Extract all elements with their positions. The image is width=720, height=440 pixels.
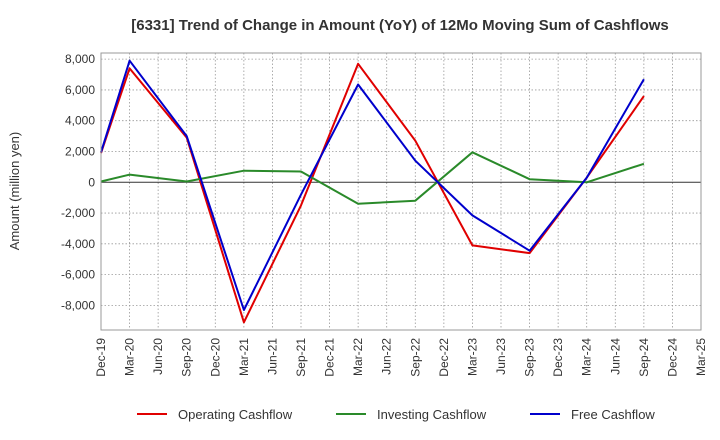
x-tick-label: Jun-21	[265, 338, 279, 375]
plot-frame	[100, 52, 702, 331]
y-axis-label: Amount (million yen)	[7, 132, 22, 251]
y-tick-label: 6,000	[65, 83, 95, 97]
x-tick-label: Jun-22	[380, 338, 394, 375]
y-tick-label: -8,000	[61, 298, 95, 312]
grid-lines	[101, 53, 701, 330]
y-tick-label: -2,000	[61, 206, 95, 220]
y-tick-labels: 8,000 6,000 4,000 2,000 0 -2,000 -4,000 -6,000 -…	[61, 52, 95, 312]
x-tick-label: Jun-20	[151, 338, 165, 375]
legend: Operating Cashflow Investing Cashflow Free…	[137, 407, 655, 422]
y-tick-label: 0	[88, 175, 95, 189]
legend-label-investing-cashflow: Investing Cashflow	[377, 407, 487, 422]
x-tick-label: Dec-21	[323, 338, 337, 377]
y-tick-label: -6,000	[61, 268, 95, 282]
y-tick-label: 4,000	[65, 114, 95, 128]
x-tick-label: Dec-24	[665, 338, 679, 377]
series-line-free-cashflow	[100, 59, 645, 311]
y-tick-label: 8,000	[65, 52, 95, 66]
x-tick-label: Mar-20	[123, 338, 137, 376]
legend-label-free-cashflow: Free Cashflow	[571, 407, 655, 422]
series-line-investing-cashflow	[100, 151, 645, 205]
x-tick-label: Mar-25	[694, 338, 708, 376]
series-lines	[100, 59, 645, 324]
x-tick-label: Sep-24	[637, 338, 651, 377]
x-tick-label: Sep-23	[523, 338, 537, 377]
x-tick-label: Sep-22	[408, 338, 422, 377]
x-tick-label: Dec-19	[94, 338, 108, 377]
x-tick-label: Mar-23	[465, 338, 479, 376]
x-tick-label: Dec-23	[551, 338, 565, 377]
x-tick-label: Dec-22	[437, 338, 451, 377]
y-tick-label: 2,000	[65, 144, 95, 158]
x-tick-label: Jun-24	[608, 338, 622, 375]
x-tick-label: Sep-20	[180, 338, 194, 377]
y-tick-label: -4,000	[61, 237, 95, 251]
x-tick-label: Mar-21	[237, 338, 251, 376]
x-tick-label: Mar-22	[351, 338, 365, 376]
x-tick-label: Jun-23	[494, 338, 508, 375]
legend-label-operating-cashflow: Operating Cashflow	[178, 407, 293, 422]
x-tick-label: Sep-21	[294, 338, 308, 377]
x-tick-label: Dec-20	[208, 338, 222, 377]
x-tick-label: Mar-24	[580, 338, 594, 376]
x-tick-labels: Dec-19 Mar-20 Jun-20 Sep-20 Dec-20 Mar-21 Jun-…	[94, 338, 708, 377]
chart-title: [6331] Trend of Change in Amount (YoY) o…	[131, 17, 669, 34]
